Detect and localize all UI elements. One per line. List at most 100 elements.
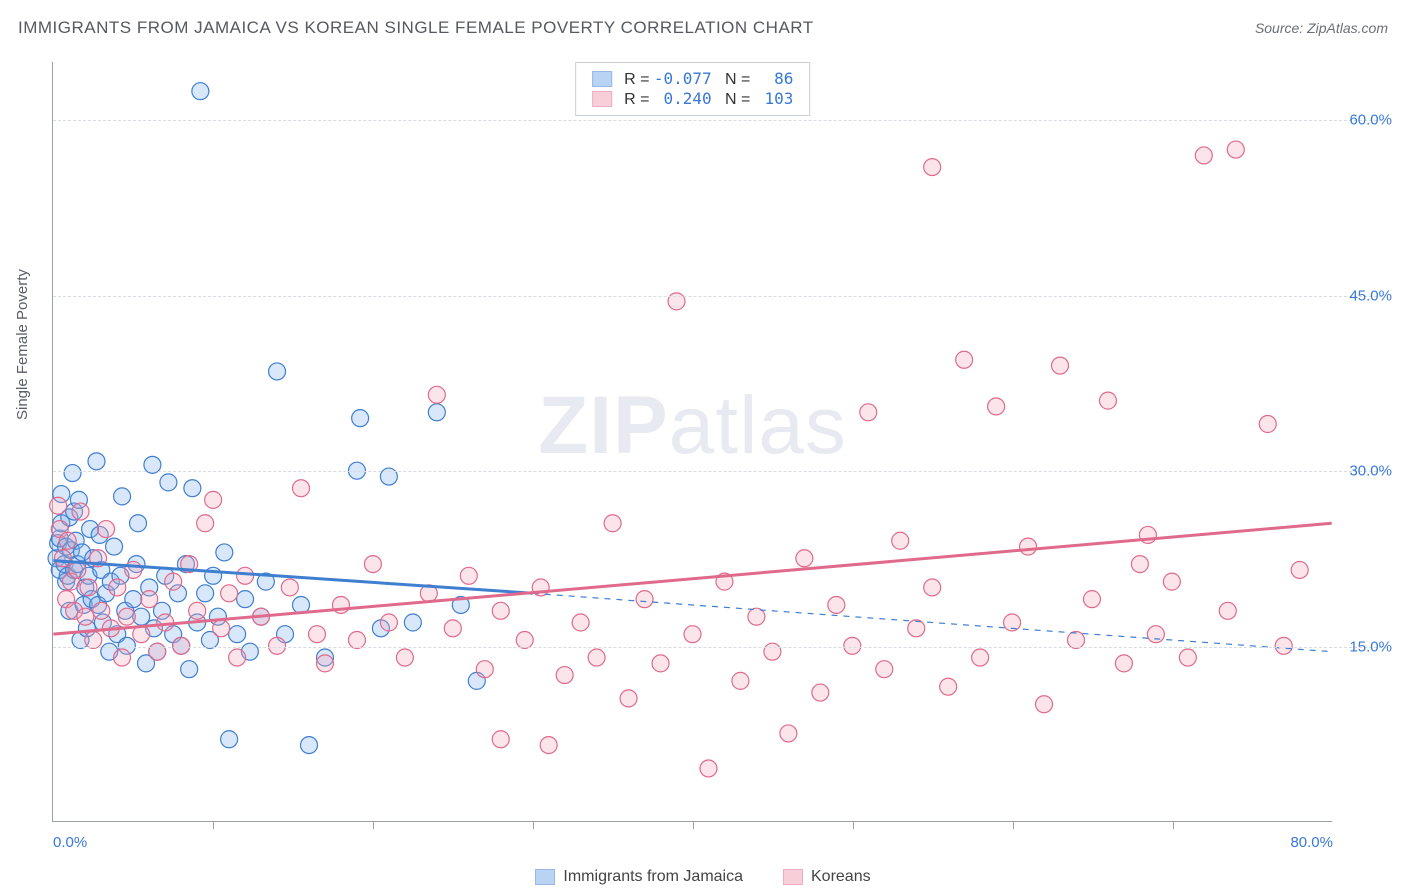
scatter-point-koreans: [492, 731, 509, 748]
scatter-point-koreans: [892, 532, 909, 549]
scatter-point-koreans: [189, 602, 206, 619]
x-tick-label: 0.0%: [53, 834, 87, 851]
x-tick: [1013, 821, 1014, 829]
scatter-point-koreans: [700, 760, 717, 777]
scatter-point-koreans: [748, 608, 765, 625]
x-tick-label: 80.0%: [1290, 834, 1333, 851]
scatter-point-jamaica: [192, 83, 209, 100]
x-tick: [853, 821, 854, 829]
scatter-point-koreans: [940, 678, 957, 695]
correlation-text: R = 0.240 N = 103: [620, 89, 794, 109]
scatter-point-koreans: [221, 585, 238, 602]
scatter-point-jamaica: [229, 626, 246, 643]
source-attribution: Source: ZipAtlas.com: [1255, 20, 1388, 36]
scatter-point-koreans: [1147, 626, 1164, 643]
correlation-legend: R = -0.077 N = 86 R = 0.240 N = 103: [575, 62, 811, 116]
scatter-point-jamaica: [221, 731, 238, 748]
legend-swatch: [592, 91, 612, 107]
scatter-point-koreans: [80, 579, 97, 596]
scatter-point-koreans: [620, 690, 637, 707]
scatter-point-koreans: [1195, 147, 1212, 164]
scatter-point-koreans: [460, 567, 477, 584]
plot-svg: [53, 62, 1332, 821]
scatter-point-jamaica: [106, 538, 123, 555]
scatter-point-koreans: [780, 725, 797, 742]
x-legend-item-jamaica: Immigrants from Jamaica: [535, 868, 743, 886]
scatter-point-koreans: [281, 579, 298, 596]
scatter-point-koreans: [1052, 357, 1069, 374]
scatter-point-koreans: [50, 497, 67, 514]
scatter-point-jamaica: [197, 585, 214, 602]
scatter-point-koreans: [604, 515, 621, 532]
y-tick-label: 30.0%: [1337, 463, 1392, 480]
legend-label: Immigrants from Jamaica: [563, 868, 743, 886]
scatter-point-koreans: [860, 404, 877, 421]
legend-swatch: [535, 869, 555, 885]
x-tick: [533, 821, 534, 829]
scatter-point-koreans: [165, 573, 182, 590]
scatter-point-koreans: [54, 550, 71, 567]
scatter-point-koreans: [114, 649, 131, 666]
scatter-point-koreans: [556, 667, 573, 684]
scatter-point-koreans: [972, 649, 989, 666]
scatter-point-koreans: [796, 550, 813, 567]
scatter-point-jamaica: [88, 453, 105, 470]
y-axis-label: Single Female Poverty: [14, 269, 31, 420]
scatter-point-koreans: [876, 661, 893, 678]
scatter-point-koreans: [1259, 415, 1276, 432]
correlation-row-jamaica: R = -0.077 N = 86: [592, 69, 794, 89]
gridline: [53, 471, 1382, 472]
scatter-point-koreans: [1036, 696, 1053, 713]
scatter-point-jamaica: [237, 591, 254, 608]
scatter-point-koreans: [588, 649, 605, 666]
scatter-point-koreans: [93, 602, 110, 619]
gridline: [53, 647, 1382, 648]
scatter-point-koreans: [428, 386, 445, 403]
scatter-point-koreans: [924, 579, 941, 596]
scatter-point-jamaica: [269, 363, 286, 380]
scatter-point-koreans: [492, 602, 509, 619]
scatter-point-koreans: [59, 532, 76, 549]
y-tick-label: 15.0%: [1337, 638, 1392, 655]
scatter-point-koreans: [924, 159, 941, 176]
chart-title: IMMIGRANTS FROM JAMAICA VS KOREAN SINGLE…: [18, 18, 814, 38]
scatter-point-koreans: [444, 620, 461, 637]
scatter-point-koreans: [396, 649, 413, 666]
scatter-point-koreans: [1219, 602, 1236, 619]
scatter-point-koreans: [1291, 561, 1308, 578]
scatter-point-jamaica: [64, 465, 81, 482]
scatter-point-koreans: [380, 614, 397, 631]
x-legend-item-koreans: Koreans: [783, 868, 871, 886]
gridline: [53, 296, 1382, 297]
scatter-point-koreans: [652, 655, 669, 672]
scatter-point-jamaica: [301, 737, 318, 754]
scatter-point-koreans: [1115, 655, 1132, 672]
scatter-point-koreans: [1163, 573, 1180, 590]
scatter-point-jamaica: [130, 515, 147, 532]
scatter-point-koreans: [732, 672, 749, 689]
scatter-point-koreans: [1131, 556, 1148, 573]
x-tick: [1173, 821, 1174, 829]
scatter-point-jamaica: [352, 410, 369, 427]
scatter-point-jamaica: [428, 404, 445, 421]
scatter-point-jamaica: [125, 591, 142, 608]
scatter-point-koreans: [77, 608, 94, 625]
scatter-point-koreans: [1227, 141, 1244, 158]
scatter-point-koreans: [118, 608, 135, 625]
y-tick-label: 45.0%: [1337, 287, 1392, 304]
scatter-point-koreans: [309, 626, 326, 643]
x-axis-legend: Immigrants from Jamaica Koreans: [0, 868, 1406, 886]
scatter-point-jamaica: [114, 488, 131, 505]
scatter-point-jamaica: [216, 544, 233, 561]
scatter-point-koreans: [364, 556, 381, 573]
scatter-point-koreans: [205, 491, 222, 508]
scatter-point-koreans: [812, 684, 829, 701]
regression-line-dashed-jamaica: [533, 593, 1332, 651]
x-tick: [693, 821, 694, 829]
scatter-point-jamaica: [160, 474, 177, 491]
scatter-point-koreans: [109, 579, 126, 596]
scatter-point-koreans: [213, 620, 230, 637]
y-tick-label: 60.0%: [1337, 112, 1392, 129]
scatter-point-koreans: [72, 503, 89, 520]
scatter-point-koreans: [908, 620, 925, 637]
